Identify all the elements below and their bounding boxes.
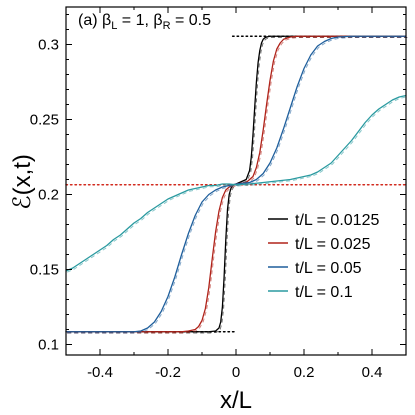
- y-axis-label: ℰ(x,t): [9, 154, 36, 210]
- title-mid: = 1, β: [117, 12, 162, 29]
- x-tick-label: 0: [232, 364, 240, 381]
- x-tick-label: -0.2: [155, 364, 181, 381]
- y-tick-label: 0.2: [38, 187, 59, 204]
- x-tick-label: -0.4: [87, 364, 113, 381]
- legend: t/L = 0.0125 t/L = 0.025 t/L = 0.05 t/L = 0…: [268, 212, 379, 301]
- series-dashed-line-3: [66, 96, 408, 273]
- series-dashed-line-0: [67, 36, 408, 334]
- legend-label-1: t/L = 0.025: [295, 236, 371, 253]
- x-axis-ticks: -0.4 -0.2 0 0.2 0.4: [65, 7, 407, 381]
- y-axis-ticks: 0.1 0.15 0.2 0.25 0.3: [30, 14, 406, 354]
- series-lines: [65, 35, 408, 334]
- y-tick-label: 0.3: [38, 37, 59, 54]
- y-tick-label: 0.15: [30, 262, 59, 279]
- x-axis-label: x/L: [220, 387, 252, 414]
- plot-frame: [65, 6, 407, 356]
- y-tick-label: 0.1: [38, 337, 59, 354]
- series-line-2: [66, 35, 406, 333]
- title-end: = 0.5: [171, 12, 212, 29]
- series-line-3: [65, 94, 407, 272]
- x-tick-label: 0.4: [362, 364, 383, 381]
- chart-title: (a) βL = 1, βR = 0.5: [78, 12, 211, 32]
- series-dashed-line-1: [67, 36, 408, 334]
- legend-label-0: t/L = 0.0125: [295, 212, 379, 229]
- title-sub-r: R: [163, 20, 171, 32]
- title-prefix: (a) β: [78, 12, 111, 29]
- y-tick-label: 0.25: [30, 112, 59, 129]
- title-sub-l: L: [111, 20, 117, 32]
- legend-label-3: t/L = 0.1: [295, 284, 353, 301]
- legend-label-2: t/L = 0.05: [295, 260, 362, 277]
- series-line-0: [66, 35, 406, 333]
- x-tick-label: 0.2: [294, 364, 315, 381]
